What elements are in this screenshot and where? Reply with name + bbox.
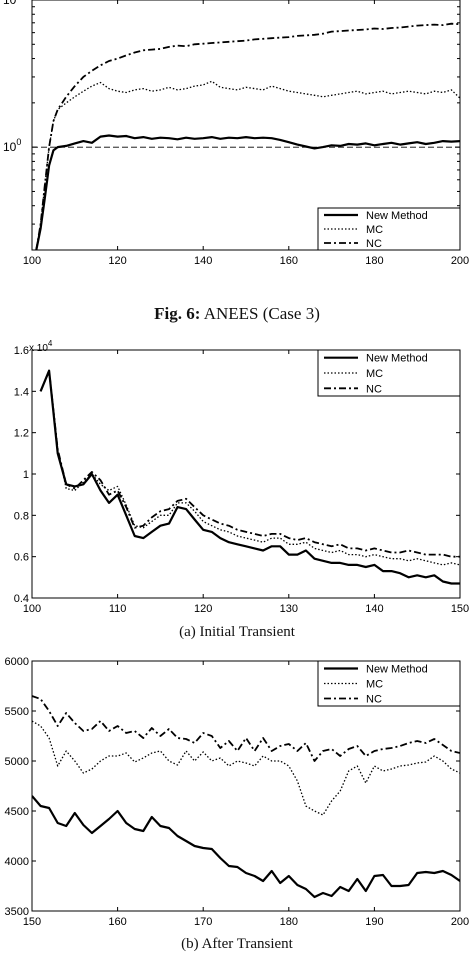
- x-tick-label: 140: [365, 603, 383, 615]
- x-tick-label: 120: [108, 255, 126, 267]
- legend-label: NC: [366, 694, 382, 706]
- chart-panel-3: 150 160 170 180 190 200 3500 4000 4500 5000 5500 60…: [5, 656, 470, 928]
- y-tick-label: 1.2: [14, 428, 29, 440]
- chart-panel-1: 100 120 140 160 180 200 100 101 New Method MC NC: [3, 0, 469, 267]
- x-tick-label: 110: [109, 603, 127, 615]
- y-multiplier-label: x 104: [29, 339, 53, 354]
- figure-6-title: ANEES (Case 3): [203, 304, 320, 323]
- x-tick-label: 100: [23, 255, 41, 267]
- series-line-nc: [39, 369, 460, 558]
- y-tick-label: 0.4: [14, 593, 29, 605]
- x-tick-label: 120: [194, 603, 212, 615]
- y-tick-label: 4000: [5, 856, 29, 868]
- subfigure-a-caption: (a) Initial Transient: [179, 624, 295, 640]
- series-line-mc: [32, 720, 460, 816]
- plot-frame: [31, 0, 461, 251]
- legend-label: NC: [366, 383, 382, 395]
- x-tick-label: 180: [280, 916, 298, 928]
- x-tick-label: 200: [451, 255, 469, 267]
- legend-label: New Method: [366, 353, 428, 365]
- x-tick-label: 190: [365, 916, 383, 928]
- plot-frame: [31, 660, 461, 912]
- y-tick-label: 5500: [5, 706, 29, 718]
- y-tick-label: 1: [23, 469, 29, 481]
- y-tick-label: 1.4: [14, 386, 29, 398]
- y-tick-label: 101: [3, 0, 21, 7]
- y-tick-label: 4500: [5, 806, 29, 818]
- x-tick-label: 140: [194, 255, 212, 267]
- y-tick-label: 1.6: [14, 345, 29, 357]
- legend: New Method MC NC: [317, 660, 461, 707]
- x-tick-label: 160: [108, 916, 126, 928]
- x-tick-label: 150: [451, 603, 469, 615]
- series-line-mc: [39, 370, 460, 566]
- x-tick-label: 100: [23, 603, 41, 615]
- legend: New Method MC NC: [317, 207, 461, 251]
- x-tick-label: 200: [451, 916, 469, 928]
- x-tick-label: 180: [365, 255, 383, 267]
- series-line-new-method: [39, 369, 460, 585]
- legend-label: New Method: [366, 664, 428, 676]
- series-line-nc: [32, 695, 460, 762]
- y-tick-label: 0.8: [14, 510, 29, 522]
- series-line-nc: [35, 22, 460, 250]
- series-line-new-method: [35, 134, 460, 250]
- legend-label: New Method: [366, 210, 428, 222]
- x-tick-label: 130: [280, 603, 298, 615]
- x-tick-label: 170: [194, 916, 212, 928]
- y-tick-label: 100: [3, 137, 21, 154]
- subfigure-b-caption: (b) After Transient: [181, 936, 293, 952]
- chart-panel-2: 100 110 120 130 140 150 0.4 0.6 0.8 1 1.2 1.4 1.6 x 1…: [14, 339, 469, 615]
- y-tick-label: 3500: [5, 906, 29, 918]
- legend-label: MC: [366, 224, 383, 236]
- figure-6-caption: Fig. 6: ANEES (Case 3): [0, 304, 474, 324]
- series-line-new-method: [32, 795, 460, 899]
- y-tick-label: 6000: [5, 656, 29, 668]
- figure-6-label: Fig. 6:: [154, 304, 201, 323]
- x-tick-label: 160: [280, 255, 298, 267]
- legend-label: NC: [366, 238, 382, 250]
- y-tick-label: 5000: [5, 756, 29, 768]
- y-tick-label: 0.6: [14, 552, 29, 564]
- x-tick-label: 150: [23, 916, 41, 928]
- legend: New Method MC NC: [317, 349, 461, 397]
- legend-label: MC: [366, 368, 383, 380]
- legend-label: MC: [366, 679, 383, 691]
